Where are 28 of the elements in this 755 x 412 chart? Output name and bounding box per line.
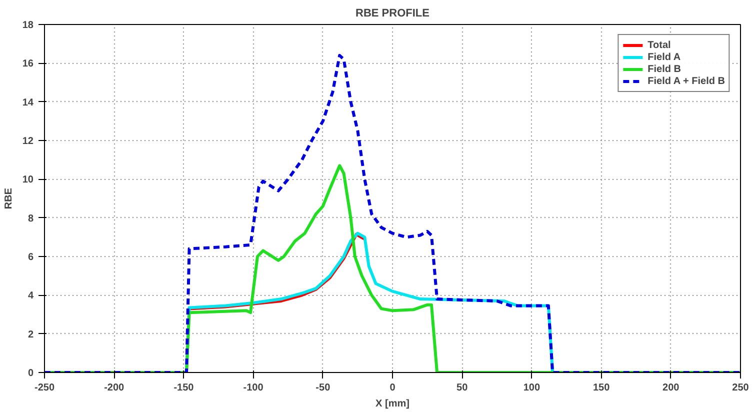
y-tick-label: 14 <box>22 97 34 108</box>
y-tick-label: 18 <box>22 20 34 31</box>
x-tick-label: -50 <box>316 382 331 394</box>
y-axis-title: RBE <box>3 188 14 210</box>
legend-label: Field A <box>648 51 681 63</box>
x-tick-label: -200 <box>104 382 125 394</box>
x-tick-label: -250 <box>34 382 55 394</box>
x-tick-label: 200 <box>662 382 680 394</box>
x-tick-label: 100 <box>523 382 540 394</box>
y-tick-label: 0 <box>28 368 34 379</box>
x-tick-label: 50 <box>456 382 468 394</box>
legend-label: Field A + Field B <box>648 75 725 87</box>
y-tick-label: 10 <box>22 174 34 186</box>
y-tick-label: 8 <box>28 213 34 224</box>
x-tick-label: -150 <box>174 382 194 394</box>
y-tick-label: 16 <box>22 58 34 70</box>
chart-title: RBE PROFILE <box>356 8 430 20</box>
y-tick-label: 4 <box>28 290 34 302</box>
x-tick-label: -100 <box>243 382 264 394</box>
y-tick-label: 6 <box>28 252 34 263</box>
y-tick-label: 12 <box>22 136 34 147</box>
legend-label: Field B <box>648 63 682 75</box>
legend-label: Total <box>648 39 671 51</box>
x-axis-title: X [mm] <box>376 398 410 410</box>
y-tick-label: 2 <box>28 329 34 340</box>
x-tick-label: 0 <box>390 382 396 394</box>
x-tick-label: 250 <box>732 382 750 394</box>
x-tick-label: 150 <box>592 382 610 394</box>
